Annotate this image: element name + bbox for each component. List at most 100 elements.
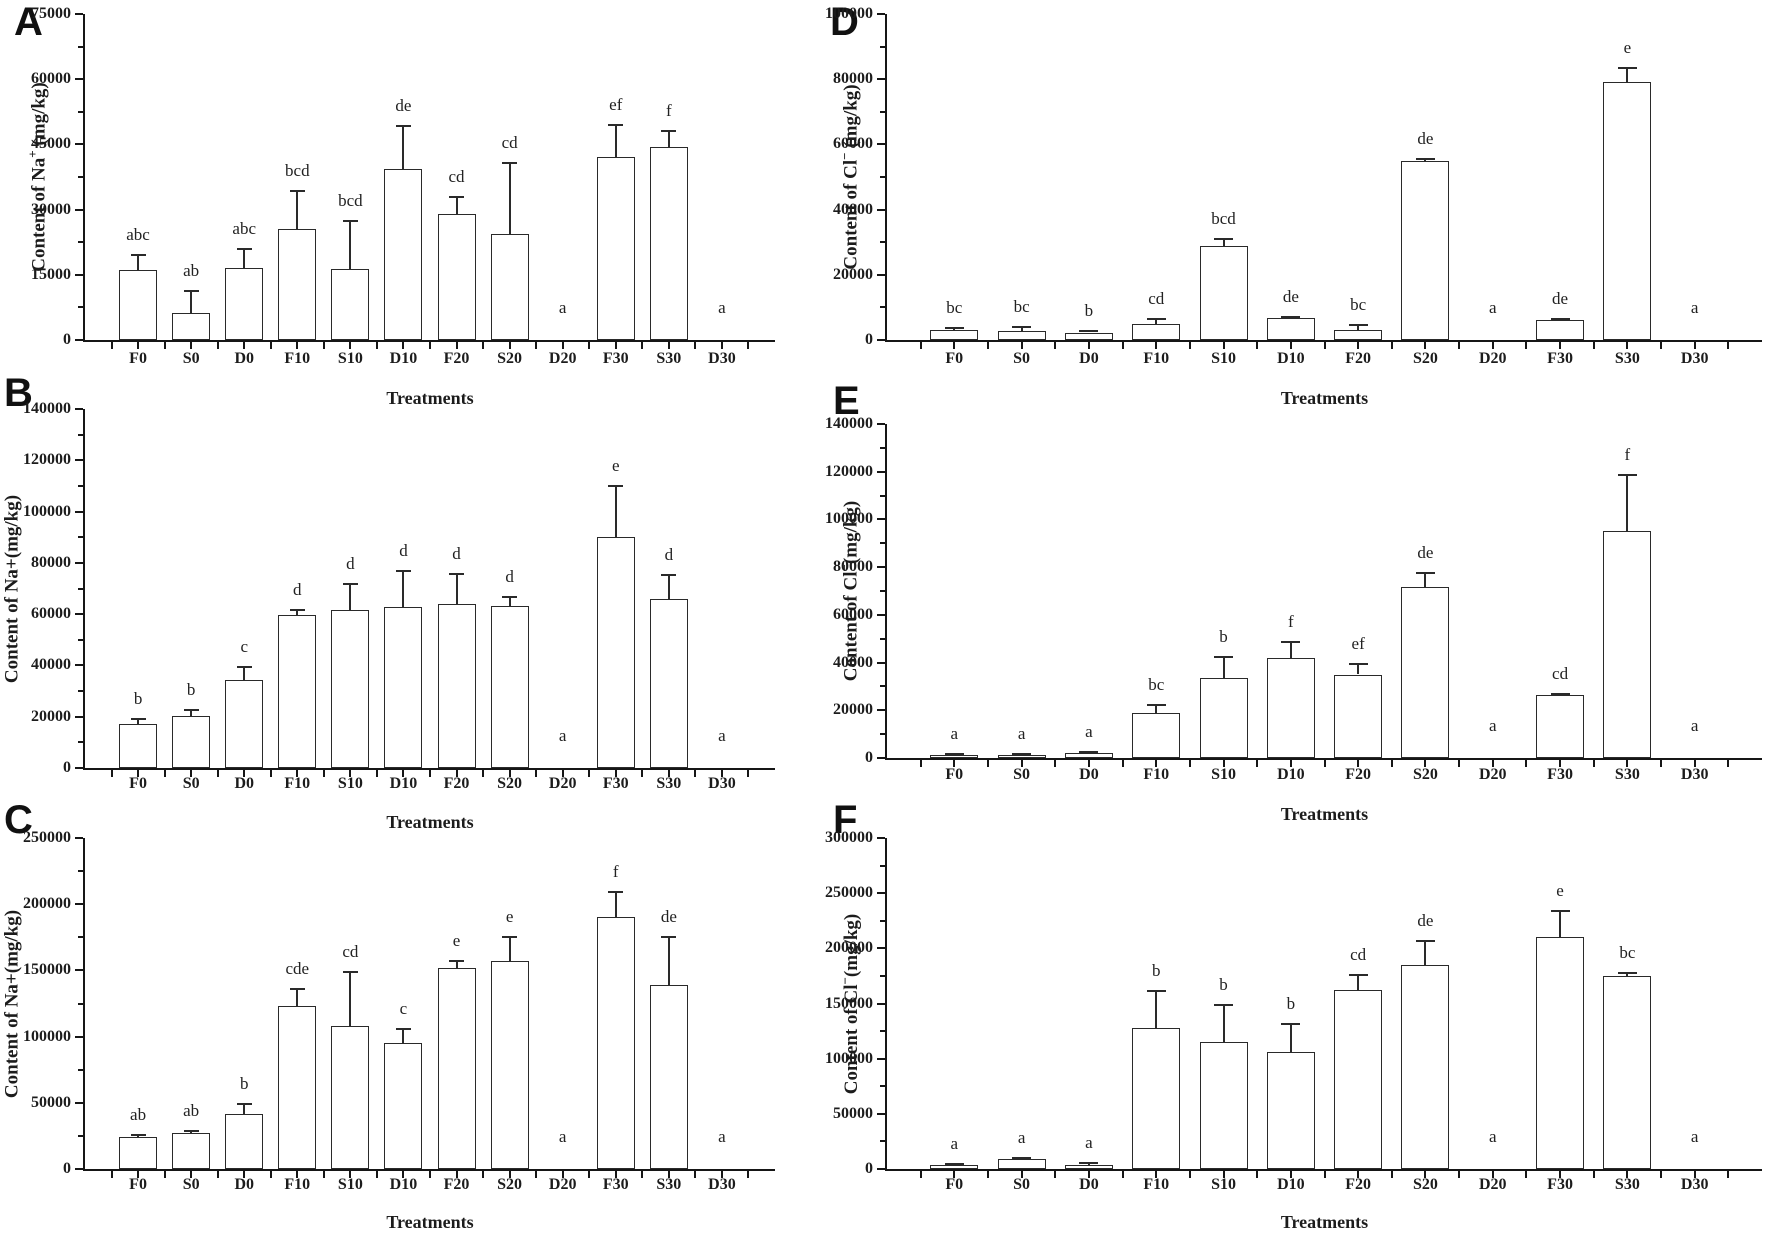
x-tick [1323, 1171, 1326, 1178]
y-tick-label: 200000 [23, 895, 71, 913]
error-bar-cap [395, 570, 411, 573]
y-minor-tick [880, 45, 885, 48]
sig-letter-f10: d [293, 580, 302, 600]
x-tick-label-d0: D0 [1079, 766, 1099, 783]
x-tick [1424, 342, 1427, 349]
x-tick-label-s10: S10 [1211, 766, 1236, 783]
y-tick-label: 250000 [23, 829, 71, 846]
sig-letter-d30: a [1690, 716, 1699, 735]
y-tick-label: 100000 [825, 510, 873, 528]
y-minor-tick [880, 241, 885, 244]
y-tick-label: 100000 [23, 502, 71, 520]
x-tick [402, 770, 405, 777]
error-bar-stem [1155, 319, 1158, 325]
sig-letter-s20: cd [501, 133, 518, 153]
y-minor-tick [880, 446, 885, 449]
y-tick-label: 0 [865, 331, 873, 348]
x-tick-label-f10: F10 [1143, 350, 1170, 367]
x-tick [110, 770, 113, 777]
sig-letter-f0: a [950, 723, 959, 743]
sig-letter-d20: a [558, 1127, 567, 1146]
sig-letter-s20: de [1417, 129, 1434, 149]
bar-f20 [1334, 990, 1383, 1169]
error-bar-stem [296, 988, 299, 1007]
y-major-tick [75, 208, 83, 211]
x-tick-label-f20: F20 [443, 775, 470, 792]
y-tick-label: 250000 [825, 884, 873, 902]
x-tick-label-f0: F0 [129, 1176, 147, 1193]
error-bar-stem [614, 124, 617, 158]
y-tick-label: 100000 [23, 1027, 71, 1045]
x-tick [216, 342, 219, 349]
x-tick [588, 770, 591, 777]
y-tick-label: 0 [865, 749, 873, 766]
error-bar-stem [243, 666, 246, 680]
error-bar-stem [402, 125, 405, 170]
sig-letter-d20: a [558, 726, 567, 745]
x-tick-label-s0: S0 [1013, 766, 1031, 783]
y-axis-line [83, 838, 85, 1171]
sig-letter-d0: c [240, 636, 248, 656]
bar-f10 [278, 1006, 317, 1169]
x-tick [1155, 760, 1158, 767]
sig-letter-f30: e [611, 455, 620, 475]
sig-letter-d0: b [239, 1074, 249, 1094]
error-bar-stem [455, 574, 458, 604]
bar-f20 [1334, 330, 1383, 340]
y-minor-tick [78, 741, 83, 744]
y-tick-label: 40000 [833, 653, 873, 671]
y-tick-label: 20000 [31, 707, 71, 725]
bar-d0 [1064, 332, 1113, 340]
y-minor-tick [78, 1002, 83, 1005]
x-tick [375, 770, 378, 777]
bar-f20 [437, 967, 476, 1169]
x-tick [1693, 1171, 1696, 1178]
x-tick [508, 342, 511, 349]
y-tick-label: 0 [865, 1160, 873, 1177]
x-tick [1357, 342, 1360, 349]
x-tick-label-f30: F30 [602, 1176, 629, 1193]
y-major-tick [877, 892, 885, 895]
sig-letter-s10: cd [342, 941, 359, 961]
bar-s10 [331, 610, 370, 768]
x-tick [986, 760, 989, 767]
x-tick [720, 770, 723, 777]
error-bar-stem [1357, 664, 1360, 675]
x-tick [429, 1171, 431, 1178]
x-tick [216, 770, 219, 777]
error-bar-stem [1155, 704, 1158, 713]
x-tick [1458, 760, 1461, 767]
x-tick [1626, 1171, 1629, 1178]
x-tick [1424, 1171, 1427, 1178]
y-axis-line [83, 14, 85, 342]
x-tick [296, 342, 299, 349]
sig-letter-s0: b [186, 679, 196, 699]
x-tick-label-f20: F20 [1345, 350, 1372, 367]
y-major-tick [75, 459, 83, 462]
x-tick [296, 1171, 299, 1178]
y-major-tick [877, 470, 885, 473]
y-axis-line [885, 424, 887, 760]
sig-letter-f30: f [612, 862, 619, 882]
sig-letter-d10: de [395, 95, 412, 115]
bar-d0 [225, 679, 264, 768]
x-axis-title: Treatments [386, 388, 474, 408]
y-tick-label: 30000 [31, 200, 71, 218]
y-tick-label: 140000 [825, 415, 873, 432]
error-bar-cap [183, 290, 199, 293]
sig-letter-f20: ef [1351, 634, 1365, 654]
y-tick-label: 40000 [31, 656, 71, 674]
sig-letter-d10: f [1288, 611, 1294, 631]
x-tick-label-s0: S0 [1013, 350, 1031, 367]
error-bar-stem [402, 571, 405, 607]
x-tick [269, 770, 272, 777]
x-tick [1357, 760, 1360, 767]
x-tick [1390, 1171, 1393, 1178]
bar-s0 [997, 1159, 1046, 1169]
x-tick-label-s20: S20 [1413, 766, 1438, 783]
bar-s10 [1199, 678, 1248, 758]
x-tick [137, 1171, 140, 1178]
error-bar-stem [243, 248, 246, 269]
y-tick-label: 120000 [23, 451, 71, 469]
sig-letter-f0: bc [946, 298, 963, 318]
